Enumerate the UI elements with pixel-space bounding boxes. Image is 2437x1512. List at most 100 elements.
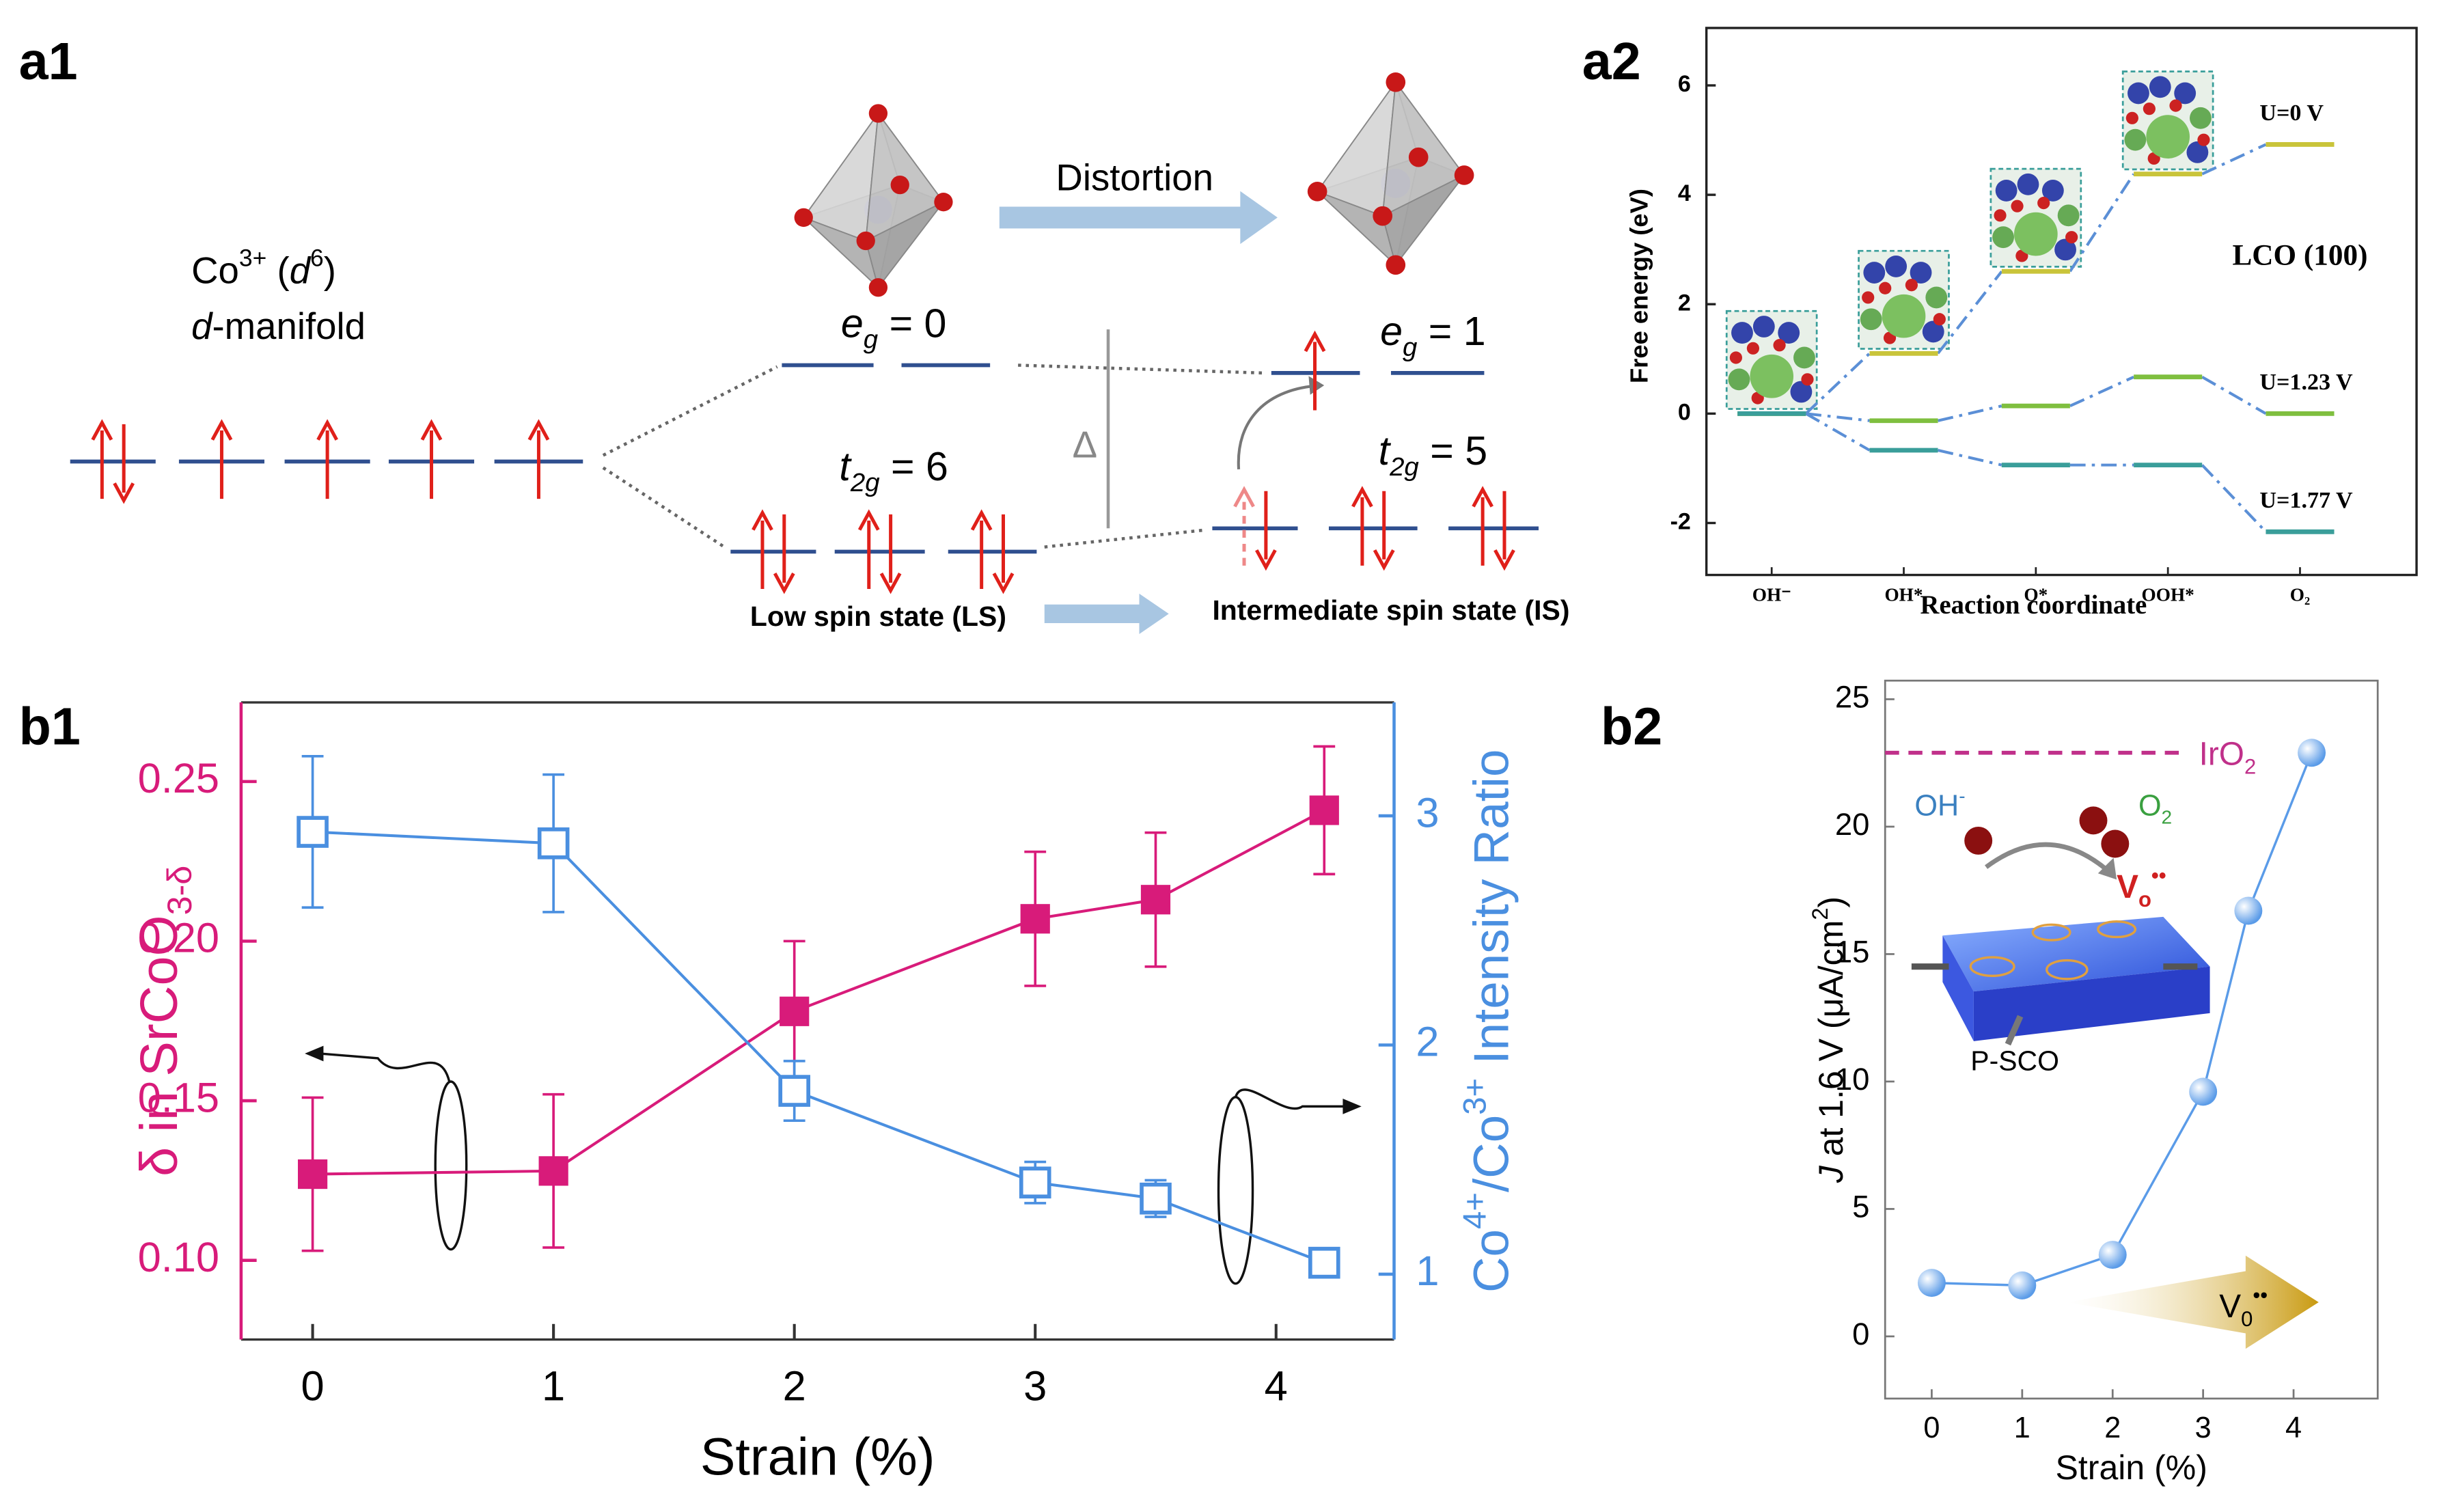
transition-arrow	[1044, 593, 1169, 634]
text-part: o	[2138, 888, 2151, 911]
text-part: )	[1812, 896, 1850, 908]
atom	[1994, 209, 2007, 222]
atom	[1863, 262, 1886, 284]
atom	[1801, 373, 1814, 386]
spin-head	[879, 573, 902, 594]
reaction-arrow	[1985, 842, 2109, 872]
spin-head	[992, 573, 1015, 594]
text-part: )	[324, 250, 336, 292]
atom	[1933, 313, 1946, 326]
o2-molecule	[2101, 829, 2130, 858]
text-part: Intensity Ratio	[1464, 750, 1519, 1078]
atom	[1860, 308, 1882, 331]
x-tick-label: 1	[542, 1363, 565, 1410]
text-part: -manifold	[212, 306, 365, 348]
t2g-is-label: t2g = 5	[1379, 428, 1487, 482]
text-part: IrO	[2199, 736, 2244, 772]
atom	[1778, 322, 1800, 344]
y-tick-label: 20	[1835, 807, 1870, 842]
atom	[2041, 180, 2064, 202]
axis-indicator	[434, 1080, 468, 1251]
oxygen-atom	[934, 193, 953, 212]
x-tick-label: 0	[1923, 1412, 1940, 1444]
film-side	[1973, 966, 2210, 1041]
x-tick-label: 3	[2195, 1412, 2212, 1444]
spin-head	[1304, 330, 1326, 353]
y2-tick-label: 2	[1416, 1019, 1439, 1066]
y-tick-label: 6	[1678, 71, 1691, 97]
text-part: Co	[191, 250, 239, 292]
octahedron-face	[1381, 174, 1465, 266]
series-line	[1931, 752, 2313, 1287]
t2g-ls-label: t2g = 6	[839, 443, 948, 497]
atom	[2065, 231, 2078, 244]
vacancy-site	[1969, 956, 2015, 978]
text-part: V	[2117, 869, 2138, 905]
spin-head	[773, 573, 795, 594]
y-tick-label: -2	[1670, 508, 1691, 534]
oxygen-atom	[1386, 255, 1406, 275]
x-tick-label: OOH*	[2142, 585, 2194, 605]
atom	[1922, 320, 1944, 343]
x-tick-label: OH⁻	[1752, 585, 1791, 605]
y2-tick-label: 3	[1416, 789, 1439, 836]
text-part: 2	[2162, 807, 2173, 828]
connector	[1936, 270, 2003, 355]
spin-head	[210, 419, 233, 441]
text-part: 6	[310, 245, 324, 272]
series-line	[312, 830, 1325, 1265]
oxygen-atom	[1408, 147, 1429, 167]
atom	[2186, 141, 2209, 163]
atom	[2125, 111, 2138, 124]
text-part: 2	[1808, 908, 1832, 920]
vacancy-site	[2046, 959, 2089, 980]
connector	[2201, 464, 2267, 533]
atom	[1879, 281, 1892, 294]
spin-head	[1373, 549, 1395, 571]
inset-label: OH-	[1914, 786, 1965, 823]
eg-is-label: eg = 1	[1380, 308, 1486, 362]
text-part: d	[290, 250, 312, 292]
connector	[2069, 375, 2134, 408]
y2-tick-label: 1	[1416, 1248, 1439, 1295]
text-part: t	[839, 443, 852, 489]
x-axis-label: Strain (%)	[2056, 1448, 2207, 1487]
gap-label: Δ	[1073, 424, 1097, 465]
annotation: LCO (100)	[2232, 238, 2367, 271]
text-part: 3-δ	[161, 866, 199, 916]
connector	[1938, 404, 2002, 422]
oxygen-atom	[1373, 206, 1393, 226]
spin-head	[1472, 486, 1493, 508]
y-tick-label: 0.15	[138, 1074, 219, 1121]
octahedron-face	[865, 201, 944, 289]
panel-label: b1	[19, 697, 81, 756]
text-part: t	[1379, 428, 1392, 473]
text-part: V	[2219, 1289, 2241, 1325]
atom	[2197, 133, 2210, 146]
x-tick-label: 3	[1023, 1363, 1047, 1410]
y-tick-label: 15	[1835, 934, 1870, 969]
oxygen-atom	[1386, 72, 1406, 92]
text-part: OH	[1914, 790, 1959, 823]
text-part: 2g	[1389, 452, 1419, 482]
spin-head	[420, 419, 443, 441]
y-tick-label: 5	[1852, 1189, 1869, 1224]
atom	[1862, 291, 1875, 304]
text-part: ••	[2253, 1283, 2268, 1307]
plot-frame	[1705, 27, 2418, 577]
marker	[1308, 1246, 1340, 1279]
atom	[1882, 294, 1926, 338]
text-part: 3+	[1457, 1078, 1493, 1115]
text-part: 0	[2241, 1307, 2253, 1331]
atom	[1729, 351, 1742, 364]
text-part: e	[1380, 308, 1403, 354]
atom	[1746, 342, 1759, 355]
splitting-line	[602, 466, 726, 549]
connector	[1938, 449, 2002, 467]
marker	[1020, 904, 1050, 934]
y-tick-label: 4	[1678, 180, 1691, 206]
atom	[2124, 128, 2147, 151]
oxygen-atom	[868, 104, 888, 123]
atom	[2054, 238, 2076, 261]
